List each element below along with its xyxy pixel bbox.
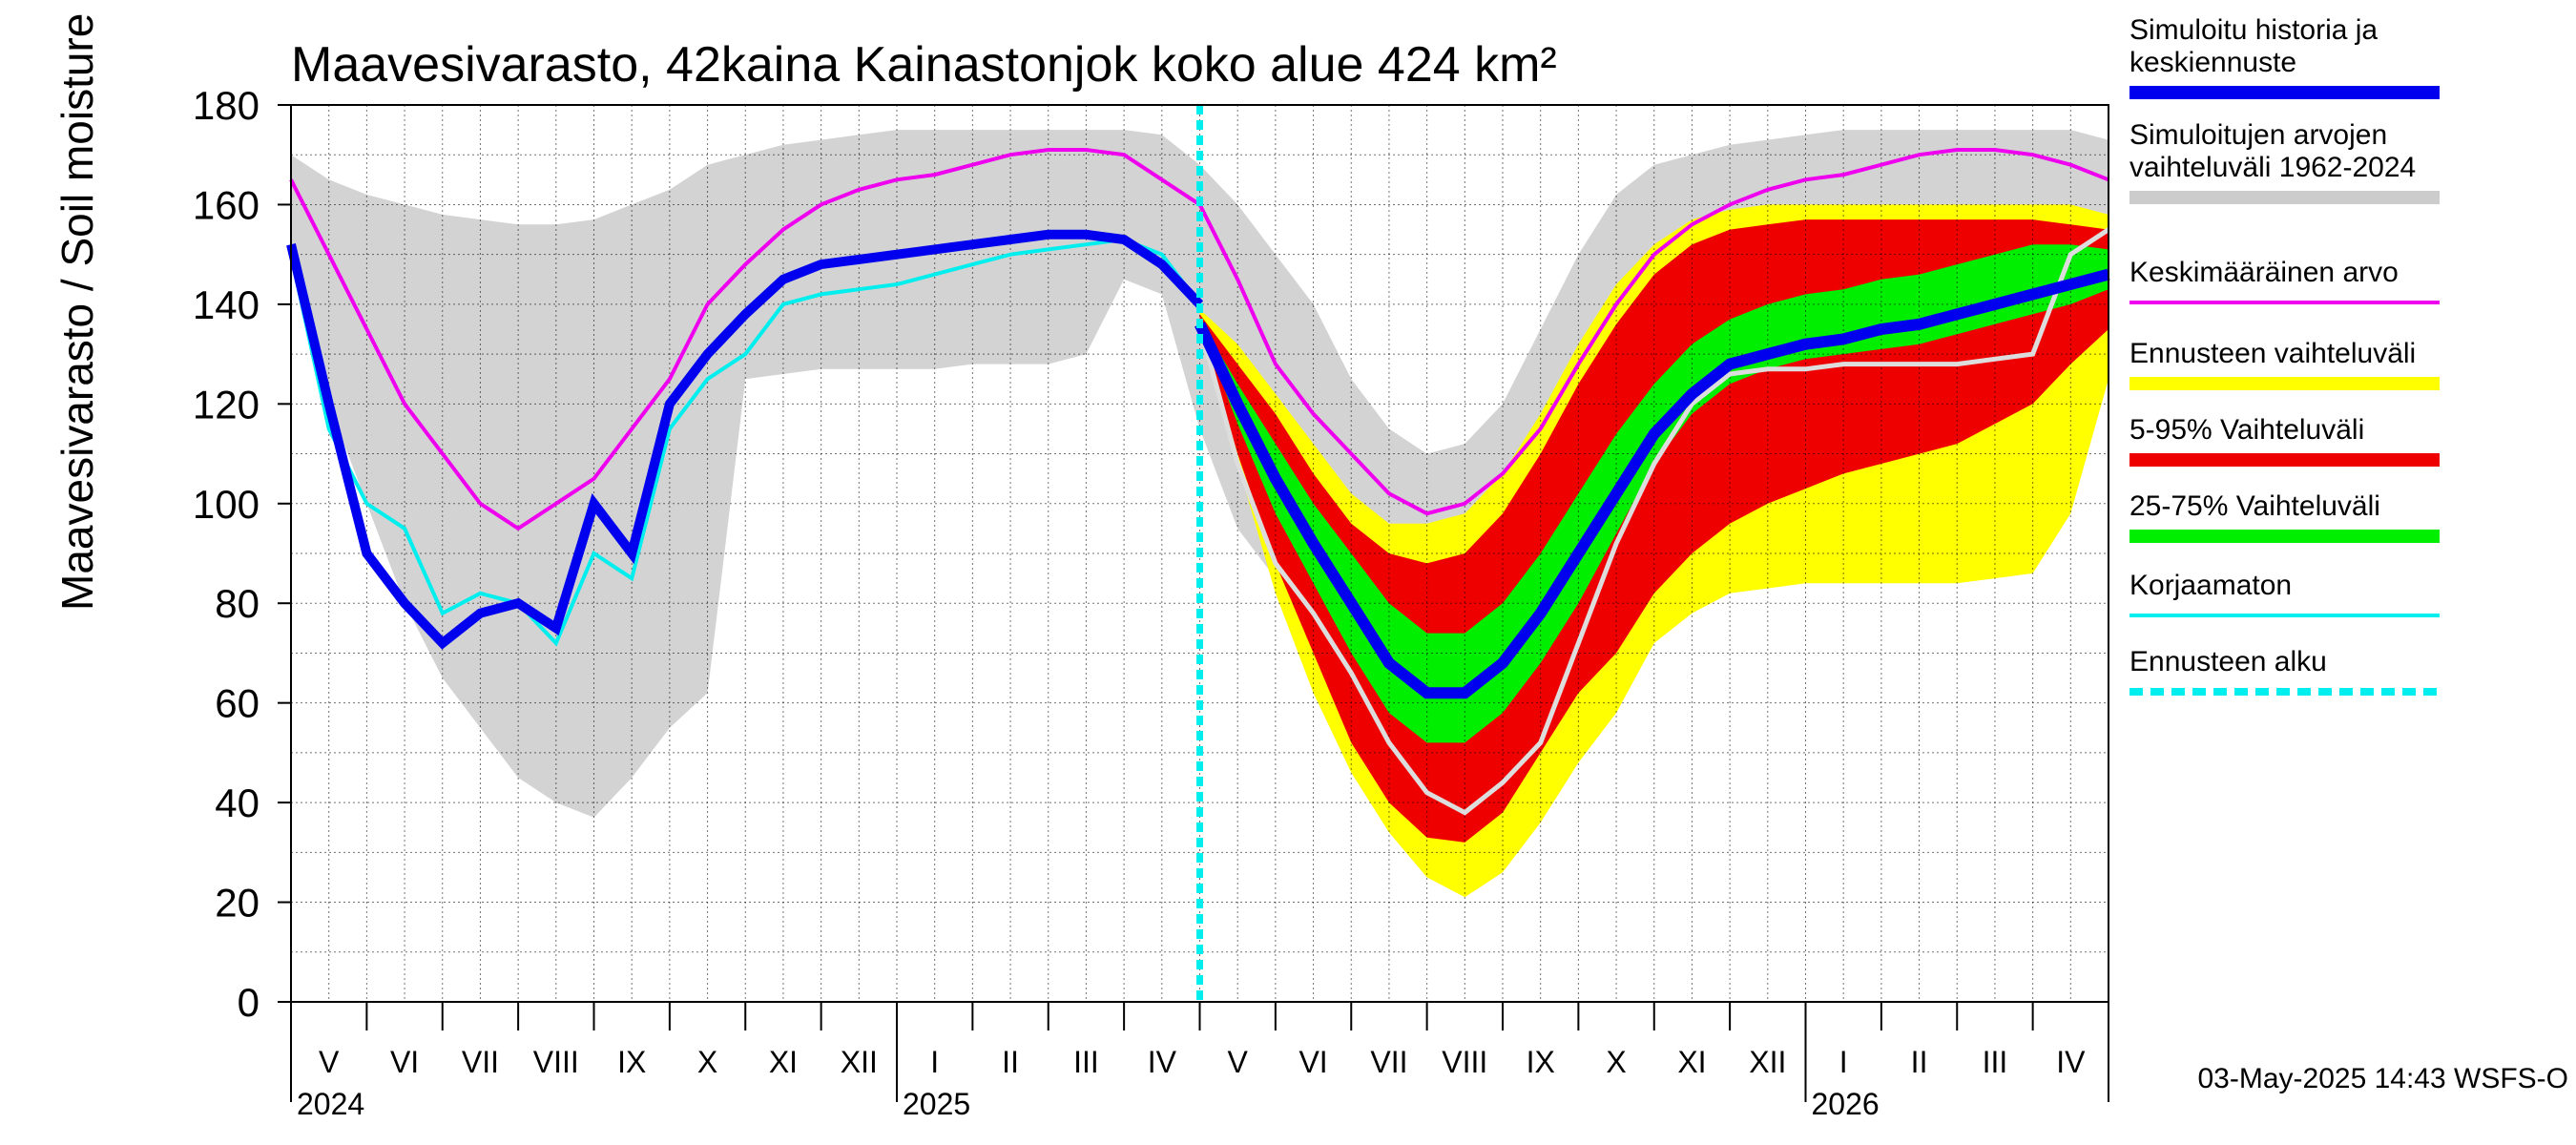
forecast-uncorrected-line bbox=[1197, 227, 2110, 816]
month-label: IX bbox=[1527, 1045, 1555, 1079]
month-label: VI bbox=[390, 1045, 419, 1079]
month-label: II bbox=[1002, 1045, 1019, 1079]
x-month-labels: V VI VII VIII IX X XI XII I II III IV V VI VII VIII IX X X… bbox=[319, 1045, 2086, 1079]
legend-item: Keskimääräinen arvo bbox=[2129, 257, 2440, 304]
year-label: 2025 bbox=[903, 1087, 970, 1121]
legend-label: 25-75% Vaihteluväli bbox=[2129, 490, 2380, 522]
year-label: 2026 bbox=[1812, 1087, 1880, 1121]
legend-label: vaihteluväli 1962-2024 bbox=[2129, 152, 2416, 183]
legend-item: 5-95% Vaihteluväli bbox=[2129, 414, 2440, 467]
axes bbox=[278, 104, 2109, 1102]
y-tick-label: 160 bbox=[193, 182, 260, 227]
series-lines bbox=[286, 105, 2110, 1002]
legend-item: Ennusteen vaihteluväli bbox=[2129, 338, 2440, 390]
legend-label: keskiennuste bbox=[2129, 47, 2296, 78]
legend: Simuloitu historia jakeskiennusteSimuloi… bbox=[2129, 14, 2440, 696]
y-tick-label: 120 bbox=[193, 382, 260, 427]
y-tick-label: 100 bbox=[193, 482, 260, 527]
y-axis-label: Maavesivarasto / Soil moisture mm bbox=[52, 0, 102, 611]
month-label: X bbox=[1606, 1045, 1626, 1079]
legend-label: Ennusteen vaihteluväli bbox=[2129, 338, 2416, 369]
month-label: V bbox=[319, 1045, 340, 1079]
month-label: I bbox=[930, 1045, 939, 1079]
month-label: VIII bbox=[1442, 1045, 1487, 1079]
legend-label: Korjaamaton bbox=[2129, 570, 2292, 601]
legend-item: Korjaamaton bbox=[2129, 570, 2440, 617]
month-label: IV bbox=[2056, 1045, 2086, 1079]
month-label: V bbox=[1228, 1045, 1249, 1079]
y-tick-label: 60 bbox=[215, 681, 260, 726]
month-label: VIII bbox=[533, 1045, 579, 1079]
x-year-labels: 2024 2025 2026 bbox=[297, 1087, 1880, 1121]
timestamp-footer: 03-May-2025 14:43 WSFS-O bbox=[2198, 1063, 2569, 1094]
chart-title: Maavesivarasto, 42kaina Kainastonjok kok… bbox=[291, 37, 1557, 93]
y-tick-label: 140 bbox=[193, 282, 260, 327]
legend-label: Keskimääräinen arvo bbox=[2129, 257, 2399, 288]
month-label: XII bbox=[1749, 1045, 1786, 1079]
month-label: III bbox=[1073, 1045, 1099, 1079]
y-tick-label: 40 bbox=[215, 781, 260, 825]
month-label: XI bbox=[769, 1045, 798, 1079]
month-label: II bbox=[1911, 1045, 1928, 1079]
simulated-history-line bbox=[286, 229, 1204, 650]
legend-label: Simuloitujen arvojen bbox=[2129, 119, 2387, 151]
legend-label: Ennusteen alku bbox=[2129, 646, 2327, 677]
month-label: IX bbox=[617, 1045, 646, 1079]
forecast-median-line bbox=[1195, 268, 2110, 699]
legend-label: Simuloitu historia ja bbox=[2129, 14, 2378, 46]
y-tick-label: 180 bbox=[193, 83, 260, 128]
month-label: III bbox=[1983, 1045, 2008, 1079]
month-label: I bbox=[1839, 1045, 1848, 1079]
y-tick-label: 80 bbox=[215, 581, 260, 626]
year-label: 2024 bbox=[297, 1087, 364, 1121]
month-label: VI bbox=[1298, 1045, 1327, 1079]
y-tick-label: 0 bbox=[238, 980, 260, 1025]
legend-label: 5-95% Vaihteluväli bbox=[2129, 414, 2364, 446]
month-label: VII bbox=[1370, 1045, 1407, 1079]
uncorrected-line bbox=[289, 237, 1202, 647]
month-label: IV bbox=[1148, 1045, 1177, 1079]
legend-item: 25-75% Vaihteluväli bbox=[2129, 490, 2440, 543]
y-tick-labels: 0 20 40 60 80 100 120 140 160 180 bbox=[193, 83, 260, 1025]
month-label: X bbox=[697, 1045, 717, 1079]
month-label: XII bbox=[841, 1045, 878, 1079]
month-label: VII bbox=[462, 1045, 499, 1079]
y-tick-label: 20 bbox=[215, 881, 260, 926]
month-label: XI bbox=[1677, 1045, 1706, 1079]
legend-item: Ennusteen alku bbox=[2129, 646, 2440, 696]
